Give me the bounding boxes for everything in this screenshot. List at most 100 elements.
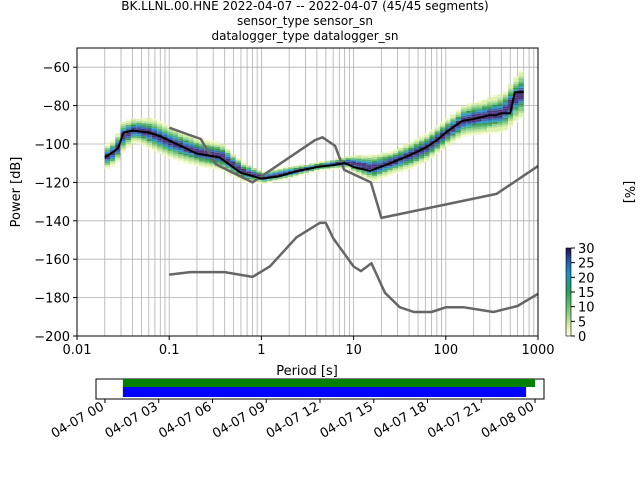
pdf-cell — [356, 158, 362, 161]
pdf-cell — [518, 80, 524, 83]
pdf-cell — [481, 99, 488, 102]
pdf-cell — [371, 154, 378, 157]
pdf-cell — [481, 109, 488, 112]
pdf-cell — [109, 164, 116, 167]
pdf-cell — [476, 125, 482, 128]
pdf-cell — [240, 174, 247, 177]
pdf-cell — [193, 156, 200, 159]
pdf-cell — [329, 162, 336, 165]
pdf-cell — [308, 171, 315, 174]
pdf-cell — [130, 124, 137, 127]
pdf-cell — [413, 155, 419, 158]
pdf-cell — [502, 125, 509, 128]
nlnm-line — [169, 221, 539, 314]
pdf-cell — [204, 145, 210, 148]
pdf-cell — [418, 158, 425, 161]
pdf-cell — [146, 135, 152, 138]
pdf-cell — [460, 110, 467, 113]
pdf-cell — [424, 134, 430, 137]
pdf-cell — [439, 142, 446, 145]
pdf-cell — [162, 129, 168, 132]
pdf-cell — [429, 138, 435, 141]
pdf-cell — [219, 150, 226, 153]
pdf-cell — [403, 147, 409, 150]
pdf-cell — [204, 158, 210, 161]
pdf-cell — [256, 172, 262, 175]
plot-frame — [76, 47, 539, 337]
pdf-cell — [162, 152, 168, 155]
pdf-cell — [125, 120, 131, 123]
pdf-cell — [104, 163, 110, 166]
pdf-cell — [508, 117, 514, 120]
pdf-cell — [361, 163, 367, 165]
colorbar-tick-label: 10 — [578, 301, 595, 316]
grid — [76, 48, 538, 337]
pdf-cell — [141, 134, 147, 137]
pdf-cell — [424, 144, 430, 147]
pdf-cell — [277, 171, 283, 174]
pdf-cell — [518, 85, 524, 88]
processed-data-bar — [122, 387, 527, 397]
pdf-cell — [518, 105, 524, 108]
pdf-cell — [188, 137, 194, 140]
pdf-cell — [240, 180, 247, 183]
pdf-cell — [487, 108, 493, 111]
pdf-cell — [141, 119, 147, 122]
pdf-cell — [460, 133, 467, 136]
pdf-cell — [204, 139, 210, 142]
pdf-cell — [455, 136, 461, 139]
x-tick-label: 1 — [257, 343, 265, 358]
pdf-cell — [476, 108, 482, 110]
pdf-cell — [481, 117, 488, 120]
pdf-cell — [508, 105, 514, 108]
pdf-cell — [508, 84, 514, 87]
pdf-cell — [225, 160, 231, 163]
pdf-cell — [109, 159, 116, 161]
pdf-cell — [455, 109, 461, 112]
pdf-cell — [382, 171, 388, 174]
pdf-cell — [366, 155, 372, 158]
pdf-cell — [141, 127, 147, 130]
pdf-cell — [408, 163, 414, 166]
pdf-cell — [481, 119, 488, 122]
pdf-cell — [455, 126, 461, 129]
pdf-cell — [183, 144, 189, 146]
pdf-cell — [377, 170, 383, 172]
pdf-cell — [398, 168, 404, 171]
pdf-cell — [424, 136, 430, 139]
pdf-cell — [471, 133, 477, 136]
pdf-cell — [392, 172, 399, 174]
pdf-cell — [104, 165, 110, 168]
pdf-cell — [324, 162, 330, 165]
y-tick-label: −100 — [34, 138, 70, 153]
pdf-cell — [518, 87, 524, 90]
pdf-cell — [450, 135, 456, 138]
pdf-cell — [497, 125, 503, 128]
pdf-cell — [361, 176, 367, 179]
pdf-cell — [199, 152, 205, 154]
pdf-cell — [413, 153, 419, 156]
pdf-cell — [146, 121, 152, 124]
pdf-cell — [225, 158, 231, 161]
pdf-cell — [508, 88, 514, 91]
pdf-cell — [398, 166, 404, 169]
pdf-cell — [408, 148, 414, 150]
pdf-cell — [371, 156, 378, 159]
y-tick-label: −180 — [34, 292, 70, 307]
pdf-cell — [377, 162, 383, 165]
pdf-cell — [471, 112, 477, 115]
pdf-cell — [403, 168, 409, 171]
pdf-cell — [188, 153, 194, 156]
pdf-cell — [277, 167, 283, 170]
pdf-cell — [146, 119, 152, 122]
pdf-cell — [157, 132, 163, 135]
pdf-cell — [183, 151, 189, 154]
pdf-cell — [172, 133, 179, 136]
title-block: BK.LLNL.00.HNE 2022-04-07 -- 2022-04-07 … — [121, 0, 488, 43]
pdf-cell — [293, 165, 299, 168]
pdf-cell — [146, 141, 152, 144]
pdf-cell — [460, 106, 467, 109]
pdf-cell — [272, 174, 278, 177]
pdf-cell — [439, 125, 446, 128]
pdf-cell — [455, 117, 461, 119]
